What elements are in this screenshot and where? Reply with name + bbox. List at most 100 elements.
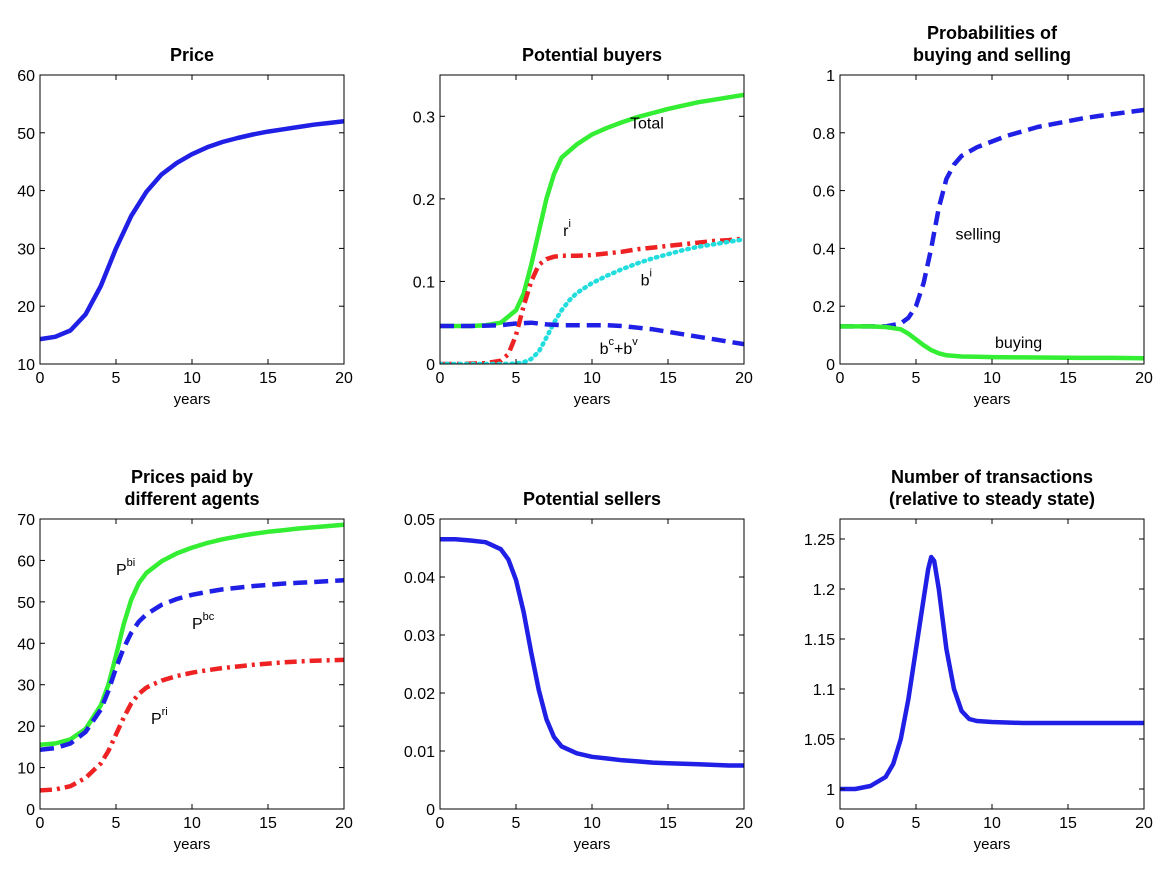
x-tick-label: 5 <box>112 370 121 387</box>
x-tick-label: 10 <box>583 815 601 832</box>
x-tick-label: 5 <box>512 370 521 387</box>
axes-box <box>839 74 1145 365</box>
y-tick-label: 0 <box>826 357 835 374</box>
series-annotation: Pbi <box>116 557 135 579</box>
x-tick-label: 0 <box>36 815 45 832</box>
series-annotation: Total <box>630 116 664 133</box>
y-tick-label: 1.2 <box>813 582 835 599</box>
x-tick-label: 20 <box>735 370 753 387</box>
y-tick-label: 0.02 <box>404 686 435 703</box>
x-axis-label: years <box>174 836 211 853</box>
annotation-superscript: i <box>568 218 570 230</box>
annotation-base: b <box>600 341 609 358</box>
x-tick-label: 5 <box>912 815 921 832</box>
series-annotation: Pbc <box>192 611 215 633</box>
panel-5: Potential sellers 0 5 10 15 20 0 0.01 0.02 0.03 0.… <box>404 489 753 853</box>
y-tick-label: 0.3 <box>413 109 435 126</box>
x-tick-label: 15 <box>259 815 277 832</box>
annotation-base: selling <box>956 227 1001 244</box>
x-tick-label: 10 <box>983 370 1001 387</box>
x-tick-label: 5 <box>112 815 121 832</box>
y-tick-label: 0.01 <box>404 744 435 761</box>
y-tick-label: 0.1 <box>413 274 435 291</box>
series-line-1 <box>40 522 344 748</box>
annotation-superscript: v <box>632 336 638 348</box>
chart-title: Potential buyers <box>522 45 662 65</box>
x-tick-label: 0 <box>436 370 445 387</box>
y-tick-label: 0.03 <box>404 628 435 645</box>
chart-title: buying and selling <box>913 45 1071 65</box>
y-tick-label: 0 <box>26 802 35 819</box>
axes-box <box>39 518 345 810</box>
series-line-2 <box>440 236 744 364</box>
x-tick-label: 10 <box>583 370 601 387</box>
annotation-base: r <box>563 223 569 240</box>
chart-title: (relative to steady state) <box>889 489 1095 509</box>
annotation-base: P <box>116 562 127 579</box>
series-line-2 <box>40 578 344 753</box>
series-line-2 <box>840 324 1144 361</box>
series-line-1 <box>40 118 344 342</box>
y-tick-label: 10 <box>17 761 35 778</box>
x-tick-label: 20 <box>735 815 753 832</box>
annotation-base: buying <box>995 335 1042 352</box>
series-line-1 <box>440 537 744 768</box>
series-annotation: bc+bv <box>600 336 639 358</box>
x-tick-label: 20 <box>335 815 353 832</box>
panel-1: Price 0 5 10 15 20 10 20 30 40 50 60 years <box>17 45 353 408</box>
annotation-superscript: ri <box>162 706 168 718</box>
y-tick-label: 60 <box>17 553 35 570</box>
series-line-1 <box>840 554 1144 792</box>
x-tick-label: 10 <box>183 815 201 832</box>
y-tick-label: 60 <box>17 68 35 85</box>
x-axis-label: years <box>574 836 611 853</box>
y-tick-label: 10 <box>17 357 35 374</box>
x-tick-label: 0 <box>36 370 45 387</box>
chart-title: Probabilities of <box>927 23 1058 43</box>
annotation-superscript: c <box>609 336 615 348</box>
chart-title: different agents <box>124 489 259 509</box>
y-tick-label: 1.1 <box>813 682 835 699</box>
y-tick-label: 1.05 <box>804 732 835 749</box>
y-tick-label: 0.2 <box>813 299 835 316</box>
y-tick-label: 30 <box>17 241 35 258</box>
y-tick-label: 1 <box>826 68 835 85</box>
y-tick-label: 70 <box>17 512 35 529</box>
chart-title: Prices paid by <box>131 467 253 487</box>
chart-title: Potential sellers <box>523 489 661 509</box>
chart-title: Number of transactions <box>891 467 1093 487</box>
axes-box <box>39 74 345 365</box>
x-tick-label: 15 <box>659 815 677 832</box>
y-tick-label: 50 <box>17 595 35 612</box>
panel-6: Number of transactions(relative to stead… <box>804 467 1153 853</box>
annotation-superscript: bi <box>127 557 136 569</box>
x-tick-label: 5 <box>512 815 521 832</box>
y-tick-label: 0.8 <box>813 126 835 143</box>
series-annotation: ri <box>563 218 571 240</box>
x-tick-label: 0 <box>836 815 845 832</box>
x-tick-label: 0 <box>436 815 445 832</box>
x-axis-label: years <box>974 836 1011 853</box>
y-tick-label: 0.04 <box>404 570 435 587</box>
x-axis-label: years <box>974 391 1011 408</box>
y-tick-label: 40 <box>17 636 35 653</box>
y-tick-label: 50 <box>17 126 35 143</box>
y-tick-label: 1.15 <box>804 632 835 649</box>
axes-box <box>439 74 745 365</box>
chart-title: Price <box>170 45 214 65</box>
y-tick-label: 0.2 <box>413 192 435 209</box>
series-line-4 <box>440 320 744 347</box>
annotation-base: +b <box>614 341 632 358</box>
annotation-base: b <box>641 273 650 290</box>
x-tick-label: 15 <box>259 370 277 387</box>
y-tick-label: 1 <box>826 782 835 799</box>
series-annotation: Pri <box>151 706 168 728</box>
annotation-base: Total <box>630 116 664 133</box>
series-line-3 <box>440 237 744 364</box>
x-tick-label: 15 <box>1059 815 1077 832</box>
annotation-superscript: bc <box>203 611 215 623</box>
series-annotation: bi <box>641 268 652 290</box>
